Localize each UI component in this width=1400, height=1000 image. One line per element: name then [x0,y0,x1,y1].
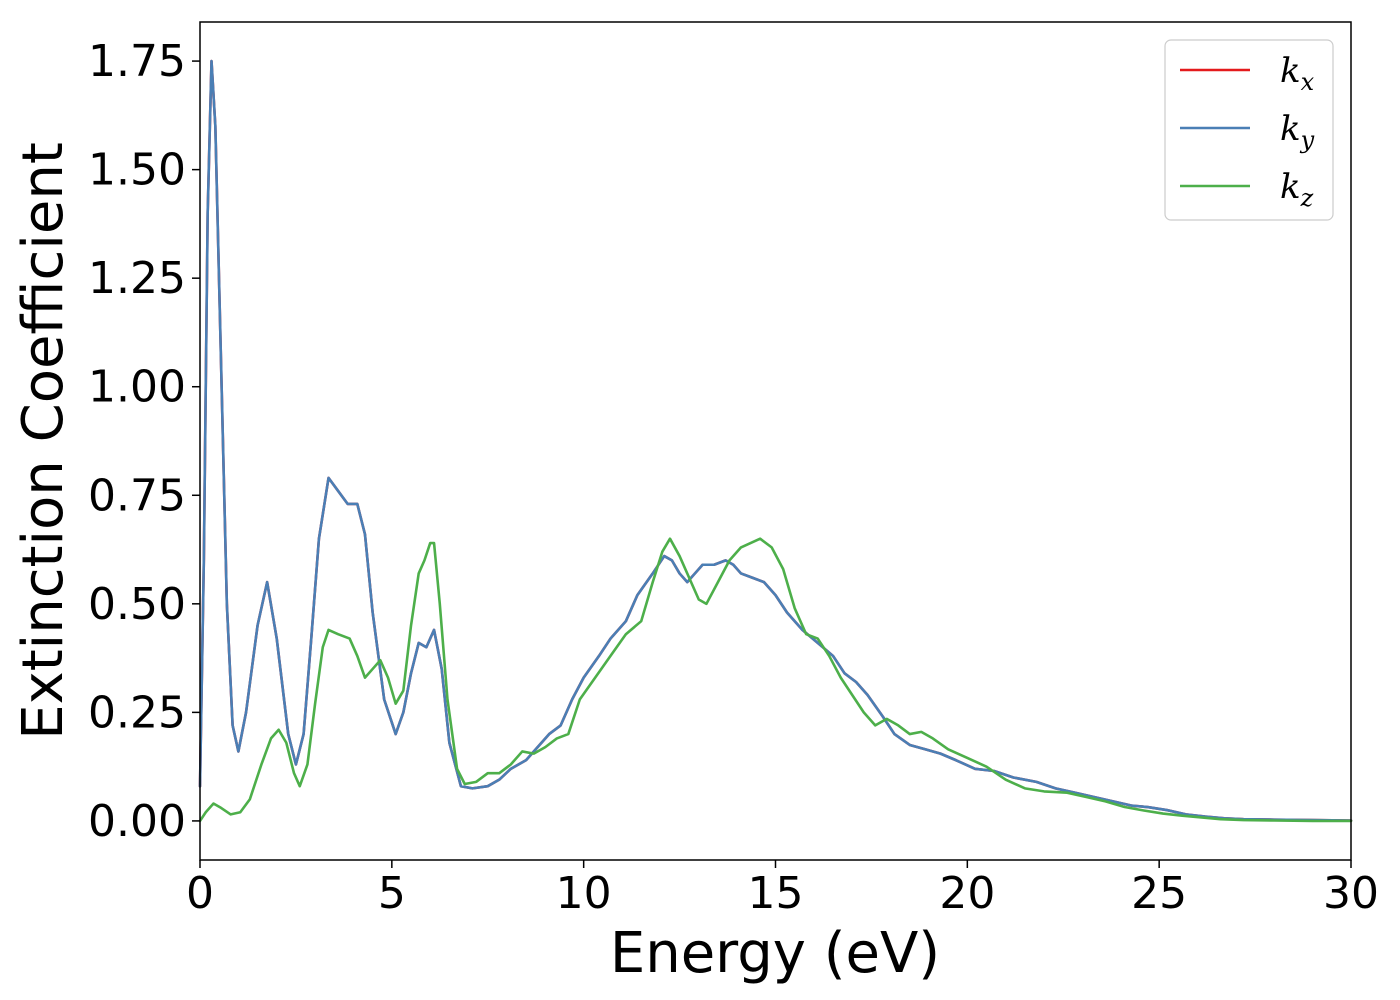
legend-label-x: kx [1280,51,1315,96]
legend-label-z: kz [1280,167,1314,212]
x-tick-label: 5 [378,868,406,919]
x-axis-ticks: 0 5 10 15 20 25 30 [186,860,1379,919]
x-tick-label: 10 [556,868,612,919]
legend-label-y: ky [1280,109,1315,154]
x-tick-label: 25 [1131,868,1187,919]
x-axis-label: Energy (eV) [610,921,940,986]
series-layer [198,59,1353,823]
y-tick-label: 0.25 [88,687,186,738]
y-axis-ticks: 0.00 0.25 0.50 0.75 1.00 1.25 1.50 1.75 [88,36,200,847]
y-tick-label: 0.50 [88,579,186,630]
y-tick-label: 1.50 [88,145,186,196]
y-tick-label: 1.00 [88,362,186,413]
x-tick-label: 0 [186,868,214,919]
series-line-y [198,59,1353,822]
y-tick-label: 0.75 [88,470,186,521]
x-tick-label: 20 [939,868,995,919]
legend: kx ky kz [1164,39,1334,221]
y-tick-label: 1.25 [88,253,186,304]
y-tick-label: 1.75 [88,36,186,87]
series-line-z [198,537,1353,823]
x-tick-label: 15 [748,868,804,919]
y-tick-label: 0.00 [88,796,186,847]
y-axis-label: Extinction Coefficient [11,142,76,740]
x-tick-label: 30 [1323,868,1379,919]
legend-box [1164,39,1334,221]
